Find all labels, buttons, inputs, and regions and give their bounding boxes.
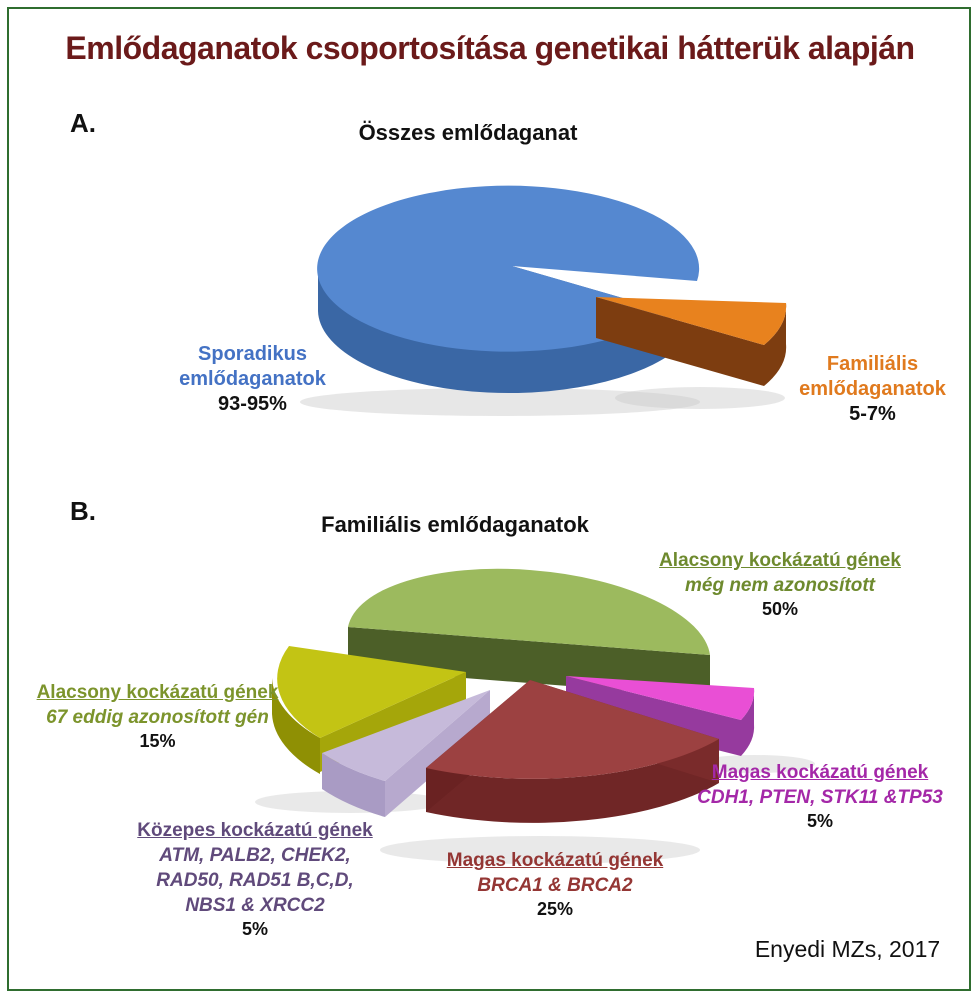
pie-b-shadow-3: [695, 755, 815, 773]
pie-b-low-risk-identified-slice: [277, 646, 466, 738]
pie-a-familial-slice-side: [764, 303, 787, 386]
label-high-risk-other-heading: Magas kockázatú gének: [711, 762, 929, 783]
label-low-risk-identified-detail: 67 eddig azonosított gén: [46, 707, 269, 729]
pie-b-shadow-1: [380, 836, 700, 864]
attribution: Enyedi MZs, 2017: [754, 936, 941, 962]
pie-b-high-risk-brca-slice-side: [426, 739, 719, 823]
pie-b-high-risk-other-slice-side: [741, 688, 755, 756]
chart-b-title: Familiális emlődaganatok: [321, 512, 589, 537]
label-low-risk-identified-value: 15%: [139, 731, 176, 752]
pie-a-familial-slice: [596, 297, 787, 345]
pie-b-medium-risk-slice-cut: [385, 690, 490, 817]
label-medium-risk-detail3: NBS1 & XRCC2: [185, 895, 325, 917]
label-high-risk-brca-value: 25%: [536, 899, 574, 920]
pie-a-sporadic-slice-side: [318, 269, 671, 394]
label-low-risk-unidentified: Alacsony kockázatú gének még nem azonosí…: [625, 548, 935, 622]
label-low-risk-unidentified-value: 50%: [761, 599, 799, 620]
figure-border: [7, 7, 971, 991]
panel-a-label: A.: [70, 108, 96, 138]
label-high-risk-brca-heading: Magas kockázatú gének: [446, 850, 664, 871]
label-low-risk-unidentified-detail: még nem azonosított: [684, 575, 875, 597]
label-low-risk-identified-heading: Alacsony kockázatú gének: [36, 682, 279, 703]
label-high-risk-other-detail: CDH1, PTEN, STK11 &TP53: [697, 787, 943, 809]
pie-b-high-risk-other-slice: [566, 676, 755, 720]
label-medium-risk: Közepes kockázatú gének ATM, PALB2, CHEK…: [120, 818, 390, 942]
label-high-risk-brca-detail: BRCA1 & BRCA2: [477, 875, 633, 897]
label-high-risk-other-value: 5%: [806, 811, 833, 832]
pie-b-low-risk-unidentified-slice: [348, 568, 710, 655]
label-medium-risk-detail2: RAD50, RAD51 B,C,D,: [156, 870, 354, 892]
label-familial-value: 5-7%: [849, 403, 896, 425]
label-low-risk-identified: Alacsony kockázatú gének 67 eddig azonos…: [20, 680, 295, 754]
label-medium-risk-value: 5%: [241, 919, 268, 940]
label-medium-risk-detail1: ATM, PALB2, CHEK2,: [159, 845, 351, 867]
label-high-risk-brca: Magas kockázatú gének BRCA1 & BRCA2 25%: [420, 848, 690, 922]
label-sporadic-line2: emlődaganatok: [179, 368, 326, 390]
pie-b-medium-risk-slice-side: [322, 753, 385, 817]
label-familial-line2: emlődaganatok: [799, 378, 946, 400]
pie-b-low-risk-identified-slice-side: [272, 678, 320, 774]
pie-a-shadow: [300, 388, 700, 416]
pie-a-wedge-shadow: [615, 387, 785, 409]
pie-a-familial-slice-cut: [596, 297, 764, 386]
pie-b-medium-risk-slice: [322, 690, 490, 781]
label-high-risk-other: Magas kockázatú gének CDH1, PTEN, STK11 …: [690, 760, 950, 834]
figure-title: Emlődaganatok csoportosítása genetikai h…: [65, 30, 915, 66]
chart-a-title: Összes emlődaganat: [358, 120, 578, 145]
label-familial-line1: Familiális: [826, 353, 919, 375]
label-sporadic-value: 93-95%: [218, 393, 287, 415]
panel-b-label: B.: [70, 496, 96, 526]
label-familial: Familiális emlődaganatok 5-7%: [775, 352, 970, 427]
label-medium-risk-heading: Közepes kockázatú gének: [137, 820, 373, 841]
label-low-risk-unidentified-heading: Alacsony kockázatú gének: [659, 550, 901, 571]
label-sporadic: Sporadikus emlődaganatok 93-95%: [135, 342, 370, 417]
pie-b-high-risk-brca-slice: [426, 680, 719, 779]
label-sporadic-line1: Sporadikus: [198, 343, 307, 365]
